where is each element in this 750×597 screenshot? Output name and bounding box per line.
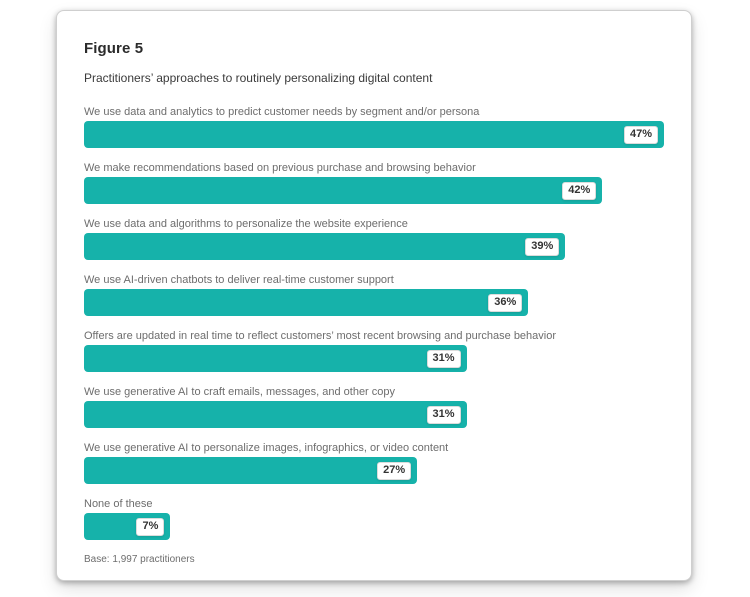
figure-label: Figure 5: [84, 40, 144, 57]
base-note: Base: 1,997 practitioners: [84, 554, 195, 565]
bar-category-label: We use generative AI to craft emails, me…: [84, 386, 396, 398]
bar-group: None of these 7%: [84, 497, 664, 540]
bar-value-label: 7%: [136, 517, 165, 536]
bar-category-label: Offers are updated in real time to refle…: [84, 330, 557, 342]
bar: 36%: [84, 289, 529, 316]
bar-group: We use data and algorithms to personaliz…: [84, 217, 664, 260]
bar: 31%: [84, 345, 467, 372]
bar-value-label: 31%: [426, 349, 461, 368]
bar-value-label: 47%: [623, 125, 658, 144]
bar-chart: We use data and analytics to predict cus…: [84, 105, 664, 540]
bar-value-label: 39%: [525, 237, 560, 256]
bar: 39%: [84, 233, 566, 260]
bar-category-label: We use data and algorithms to personaliz…: [84, 218, 408, 230]
bar-category-label: We use generative AI to personalize imag…: [84, 442, 449, 454]
bar-group: We use generative AI to craft emails, me…: [84, 385, 664, 428]
bar-group: We make recommendations based on previou…: [84, 161, 664, 204]
bar-group: We use generative AI to personalize imag…: [84, 441, 664, 484]
bar-category-label: We use AI-driven chatbots to deliver rea…: [84, 274, 394, 286]
bar: 31%: [84, 401, 467, 428]
bar-value-label: 36%: [488, 293, 523, 312]
figure-subtitle: Practitioners’ approaches to routinely p…: [84, 71, 433, 85]
bar-group: We use AI-driven chatbots to deliver rea…: [84, 273, 664, 316]
figure-card: Figure 5 Practitioners’ approaches to ro…: [56, 10, 692, 581]
bar-value-label: 31%: [426, 405, 461, 424]
bar: 42%: [84, 177, 603, 204]
bar-group: Offers are updated in real time to refle…: [84, 329, 664, 372]
bar: 7%: [84, 513, 171, 540]
bar: 27%: [84, 457, 418, 484]
bar-group: We use data and analytics to predict cus…: [84, 105, 664, 148]
bar-value-label: 27%: [377, 461, 412, 480]
bar-category-label: We use data and analytics to predict cus…: [84, 106, 480, 118]
bar-value-label: 42%: [562, 181, 597, 200]
bar-category-label: None of these: [84, 498, 153, 510]
bar-category-label: We make recommendations based on previou…: [84, 162, 476, 174]
bar: 47%: [84, 121, 664, 148]
